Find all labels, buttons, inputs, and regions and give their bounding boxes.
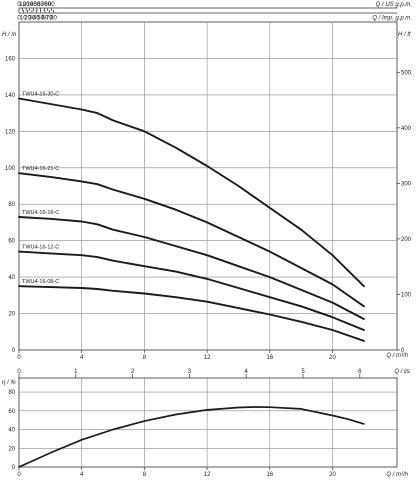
head-curve-label: TWU4-16-21-C	[22, 166, 59, 172]
head-curve-twu4-16-16-c	[18, 216, 365, 320]
head-x-tick-label: 4	[80, 355, 84, 361]
head-curve-label: TWU4-16-16-C	[22, 210, 59, 216]
head-right-tick-label: 0	[401, 348, 405, 354]
top-imp-tick-label: 40	[33, 16, 40, 22]
eff-top-axis-label: Q / l/s	[394, 369, 410, 375]
eff-x-axis-label: Q / m³/h	[386, 472, 408, 478]
top-imp-tick-label: 0	[17, 16, 21, 22]
head-x-tick-label: 8	[143, 355, 147, 361]
top-us-tick-label: 70	[41, 2, 48, 8]
eff-top-tick-label: 0	[17, 369, 21, 375]
top-us-tick-label: 30	[26, 2, 33, 8]
head-y-tick-label: 80	[8, 202, 15, 208]
head-x-tick-label: 0	[17, 355, 21, 361]
top-us-tick-label: 40	[30, 2, 37, 8]
head-y-tick-label: 160	[5, 56, 16, 62]
head-plot-frame	[18, 21, 398, 351]
head-right-tick-label: 300	[401, 181, 412, 187]
top-us-tick-label: 20	[23, 2, 30, 8]
head-x-tick-label: 20	[329, 355, 336, 361]
head-curve-twu4-16-12-c	[18, 250, 365, 331]
top-us-tick-label: 90	[48, 2, 55, 8]
top-us-tick-label: 80	[44, 2, 51, 8]
eff-x-tick-label: 16	[266, 472, 273, 478]
head-curve-label: TWU4-16-08-C	[22, 279, 59, 285]
head-right-tick-label: 400	[401, 126, 412, 132]
head-y-tick-label: 60	[8, 239, 15, 245]
eff-x-tick-label: 20	[329, 472, 336, 478]
top-imp-tick-label: 50	[37, 16, 44, 22]
head-y-tick-label: 120	[5, 129, 16, 135]
eff-y-tick-label: 0	[12, 465, 16, 471]
eff-x-tick-label: 12	[204, 472, 211, 478]
head-y-tick-label: 140	[5, 93, 16, 99]
eff-top-tick-label: 1	[74, 369, 78, 375]
top-us-tick-label: 10	[19, 2, 26, 8]
head-x-axis-label: Q / m³/h	[386, 353, 408, 359]
top-imp-tick-label: 20	[24, 16, 31, 22]
top-imp-tick-label: 70	[46, 16, 53, 22]
eff-top-tick-label: 3	[188, 369, 192, 375]
top-us-tick-label: 60	[37, 2, 44, 8]
head-curve-twu4-16-30-c	[18, 97, 365, 288]
head-curve-twu4-16-08-c	[18, 285, 365, 342]
head-curve-label: TWU4-16-30-C	[22, 92, 59, 98]
top-imp-tick-label: 80	[50, 16, 57, 22]
eff-y-axis-label: η / %	[2, 380, 16, 386]
top-imp-axis-label: Q / Imp. g.p.m.	[372, 16, 412, 22]
top-imp-tick-label: 60	[42, 16, 49, 22]
eff-top-tick-label: 4	[245, 369, 249, 375]
head-y-tick-label: 20	[8, 312, 15, 318]
head-y-tick-label: 0	[12, 348, 16, 354]
top-imp-tick-label: 30	[29, 16, 36, 22]
eff-top-tick-label: 5	[301, 369, 305, 375]
efficiency-plot-frame	[18, 377, 398, 468]
eff-x-tick-label: 0	[17, 472, 21, 478]
eff-top-tick-label: 2	[131, 369, 135, 375]
head-y-tick-label: 100	[5, 166, 16, 172]
eff-x-tick-label: 8	[143, 472, 147, 478]
top-us-axis-label: Q / US g.p.m.	[376, 2, 412, 8]
top-imp-tick-label: 10	[20, 16, 27, 22]
head-curve-twu4-16-21-c	[18, 172, 365, 308]
head-x-tick-label: 16	[266, 355, 273, 361]
head-right-tick-label: 100	[401, 292, 412, 298]
head-y-tick-label: 40	[8, 275, 15, 281]
eff-y-tick-label: 80	[8, 390, 15, 396]
eff-top-tick-label: 6	[358, 369, 362, 375]
head-curve-label: TWU4-16-12-C	[22, 245, 59, 251]
eff-y-tick-label: 60	[8, 409, 15, 415]
efficiency-curve	[18, 406, 365, 468]
head-y-axis-label: H / m	[2, 32, 16, 38]
eff-y-tick-label: 40	[8, 428, 15, 434]
head-right-tick-label: 200	[401, 237, 412, 243]
head-x-tick-label: 12	[204, 355, 211, 361]
head-right-tick-label: 500	[401, 70, 412, 76]
top-us-tick-label: 0	[17, 2, 21, 8]
eff-y-tick-label: 20	[8, 446, 15, 452]
eff-x-tick-label: 4	[80, 472, 84, 478]
head-right-axis-label: H / ft	[398, 32, 411, 38]
top-us-tick-label: 50	[34, 2, 41, 8]
